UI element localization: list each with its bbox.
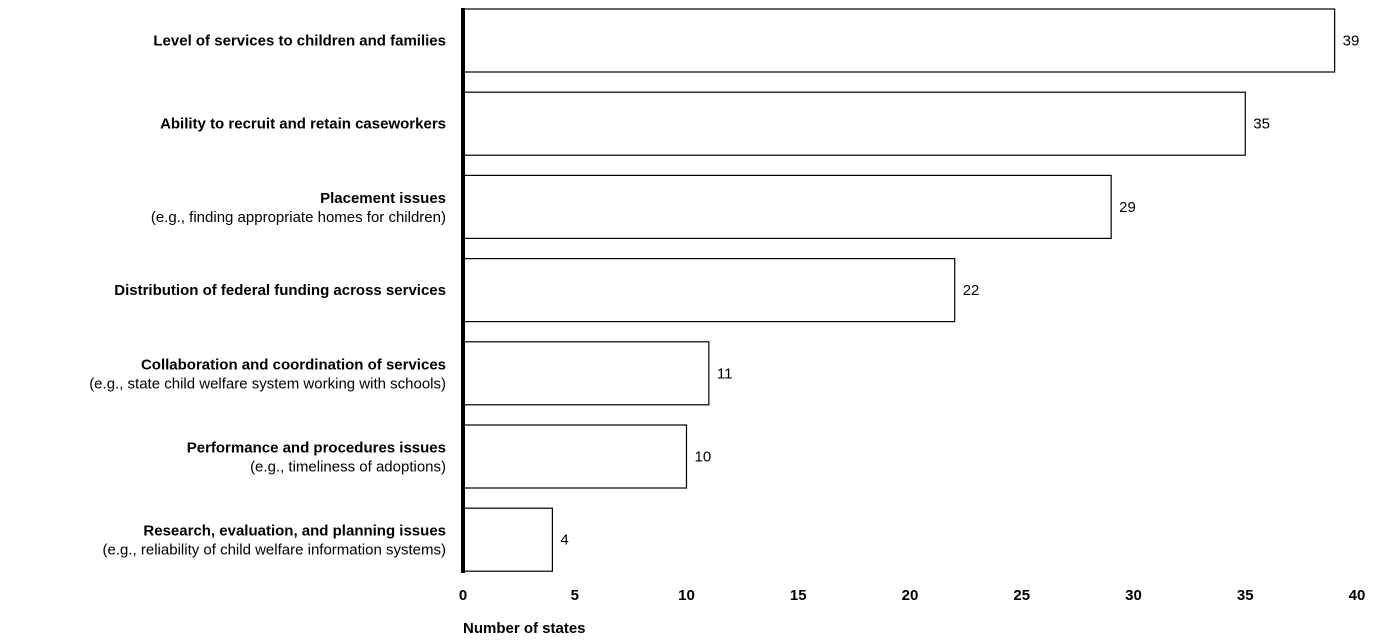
bars-group <box>462 8 1336 572</box>
bar-value-label: 35 <box>1253 116 1270 133</box>
x-tick-label: 10 <box>678 587 695 604</box>
x-tick-label: 35 <box>1237 587 1254 604</box>
bar <box>462 507 554 572</box>
x-tick-label: 40 <box>1349 587 1366 604</box>
category-title: Level of services to children and famili… <box>153 33 446 50</box>
bar-value-label: 29 <box>1119 199 1136 216</box>
bar <box>462 8 1336 73</box>
x-tick-label: 0 <box>459 587 467 604</box>
category-subtitle: (e.g., finding appropriate homes for chi… <box>151 209 446 226</box>
category-subtitle: (e.g., timeliness of adoptions) <box>250 459 446 476</box>
category-subtitle: (e.g., state child welfare system workin… <box>89 375 446 392</box>
x-tick-label: 25 <box>1013 587 1030 604</box>
category-title: Ability to recruit and retain caseworker… <box>160 116 446 133</box>
value-labels-group: 39 35 29 22 11 10 4 <box>560 33 1359 549</box>
bar-value-label: 22 <box>963 282 980 299</box>
category-title: Research, evaluation, and planning issue… <box>143 523 446 540</box>
x-axis-label: Number of states <box>463 620 586 637</box>
category-title: Collaboration and coordination of servic… <box>141 356 446 373</box>
bar-value-label: 4 <box>560 532 568 549</box>
category-labels-group: Level of services to children and famili… <box>89 33 446 559</box>
x-tick-label: 5 <box>571 587 579 604</box>
x-tick-label: 15 <box>790 587 807 604</box>
x-tick-label: 30 <box>1125 587 1142 604</box>
bar <box>462 91 1246 156</box>
bar <box>462 174 1112 239</box>
bar-value-label: 11 <box>717 365 733 382</box>
category-title: Placement issues <box>320 190 446 207</box>
bar <box>462 258 956 323</box>
x-tick-labels-group: 0 5 10 15 20 25 30 35 40 <box>459 587 1366 604</box>
category-title: Distribution of federal funding across s… <box>114 282 446 299</box>
x-tick-label: 20 <box>902 587 919 604</box>
bar <box>462 424 688 489</box>
category-title: Performance and procedures issues <box>187 440 446 457</box>
bar-value-label: 10 <box>695 449 712 466</box>
bar-value-label: 39 <box>1343 33 1360 50</box>
bar <box>462 341 710 406</box>
category-subtitle: (e.g., reliability of child welfare info… <box>103 542 446 559</box>
